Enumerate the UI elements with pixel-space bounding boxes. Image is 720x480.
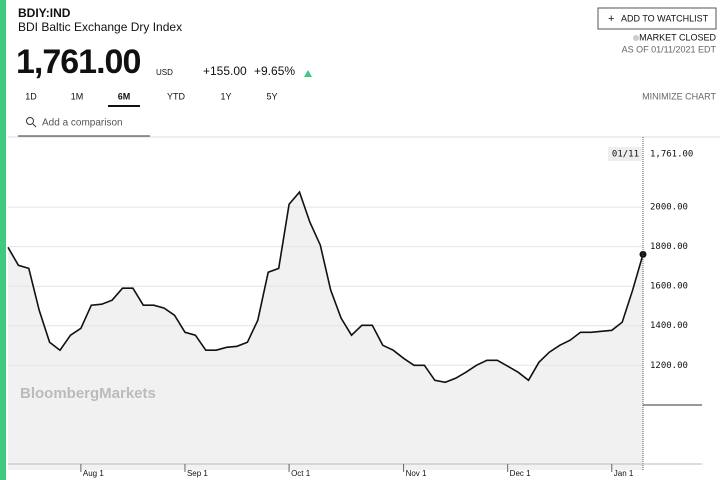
y-tick-label: 2000.00 bbox=[650, 203, 688, 213]
index-name: BDI Baltic Exchange Dry Index bbox=[18, 20, 182, 34]
y-tick-label: 1600.00 bbox=[650, 282, 688, 292]
minimize-chart[interactable]: MINIMIZE CHART bbox=[642, 91, 716, 101]
tab[interactable]: YTD bbox=[167, 91, 186, 101]
watchlist-button[interactable] bbox=[597, 7, 717, 30]
last-date: 01/11 bbox=[612, 150, 639, 160]
y-tick-label: 1400.00 bbox=[650, 321, 688, 331]
watermark: BloombergMarkets bbox=[20, 385, 156, 402]
market-status: MARKET CLOSED bbox=[639, 32, 716, 42]
tab[interactable]: 5Y bbox=[266, 91, 277, 101]
plus-icon: + bbox=[608, 13, 614, 25]
comparison-input[interactable]: Add a comparison bbox=[42, 118, 123, 129]
x-tick-label: Jan 1 bbox=[614, 469, 634, 478]
change: +155.00 bbox=[203, 64, 247, 78]
x-tick-label: Dec 1 bbox=[510, 469, 531, 478]
date-box bbox=[608, 147, 642, 161]
area bbox=[8, 192, 643, 470]
y-tick-label: 1200.00 bbox=[650, 361, 688, 371]
x-tick-label: Nov 1 bbox=[406, 469, 427, 478]
status-dot bbox=[633, 35, 639, 41]
as-of: AS OF 01/11/2021 EDT bbox=[622, 44, 717, 54]
y-tick-label: 1800.00 bbox=[650, 242, 688, 252]
search-icon bbox=[32, 123, 37, 128]
accent-bar bbox=[0, 0, 6, 480]
change-pct: +9.65% bbox=[254, 64, 295, 78]
price-line bbox=[7, 190, 644, 384]
last-value: 1,761.00 bbox=[650, 150, 693, 160]
tab[interactable]: 1Y bbox=[220, 91, 231, 101]
search-icon bbox=[26, 117, 34, 125]
up-arrow bbox=[304, 70, 312, 77]
tab[interactable]: 1M bbox=[71, 91, 84, 101]
last-point bbox=[639, 250, 647, 258]
tab[interactable]: 1D bbox=[25, 91, 37, 101]
x-tick-label: Sep 1 bbox=[187, 469, 208, 478]
x-tick-label: Oct 1 bbox=[291, 469, 311, 478]
ticker: BDIY:IND bbox=[18, 6, 71, 20]
tab[interactable]: 6M bbox=[118, 91, 131, 101]
plot: 1200.00 1400.00 1600.00 1800.00 2000.00 Aug 1… bbox=[7, 137, 702, 478]
currency: USD bbox=[156, 68, 173, 77]
tabs: 1D 1M 6M YTD 1Y 5Y bbox=[25, 91, 277, 101]
x-tick-label: Aug 1 bbox=[83, 469, 104, 478]
watchlist-label: ADD TO WATCHLIST bbox=[621, 13, 709, 23]
price: 1,761.00 bbox=[16, 43, 140, 81]
